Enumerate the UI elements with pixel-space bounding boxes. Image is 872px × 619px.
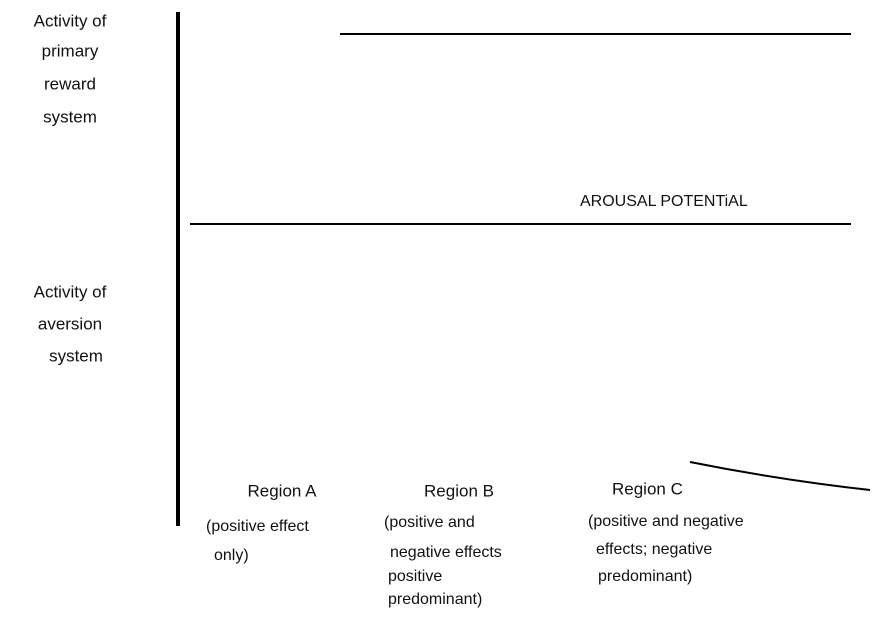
label-line: primary (42, 41, 99, 60)
region-description: negative effects (390, 544, 502, 561)
region-name: Region C (612, 479, 683, 498)
x-axis-label: AROUSAL POTENTiAL (580, 193, 748, 210)
region-description: predominant) (388, 591, 482, 608)
region-description: (positive and negative (588, 513, 744, 530)
region-description: effects; negative (596, 541, 712, 558)
region-description: positive (388, 568, 442, 585)
label-line: aversion (38, 314, 102, 333)
region-name: Region A (248, 481, 318, 500)
aversion-label: Activity of aversion system (34, 282, 107, 365)
aversion-curve (689, 461, 871, 491)
region-name: Region B (424, 481, 494, 500)
label-line: system (49, 346, 103, 365)
label-line: Activity of (34, 11, 107, 30)
region-description: only) (214, 547, 249, 564)
region-description: predominant) (598, 568, 692, 585)
region-description: (positive effect (206, 518, 309, 535)
label-line: Activity of (34, 282, 107, 301)
label-line: reward (44, 74, 96, 93)
reward-label: Activity of primary reward system (34, 11, 107, 126)
region-description: (positive and (384, 514, 475, 531)
label-line: system (43, 107, 97, 126)
